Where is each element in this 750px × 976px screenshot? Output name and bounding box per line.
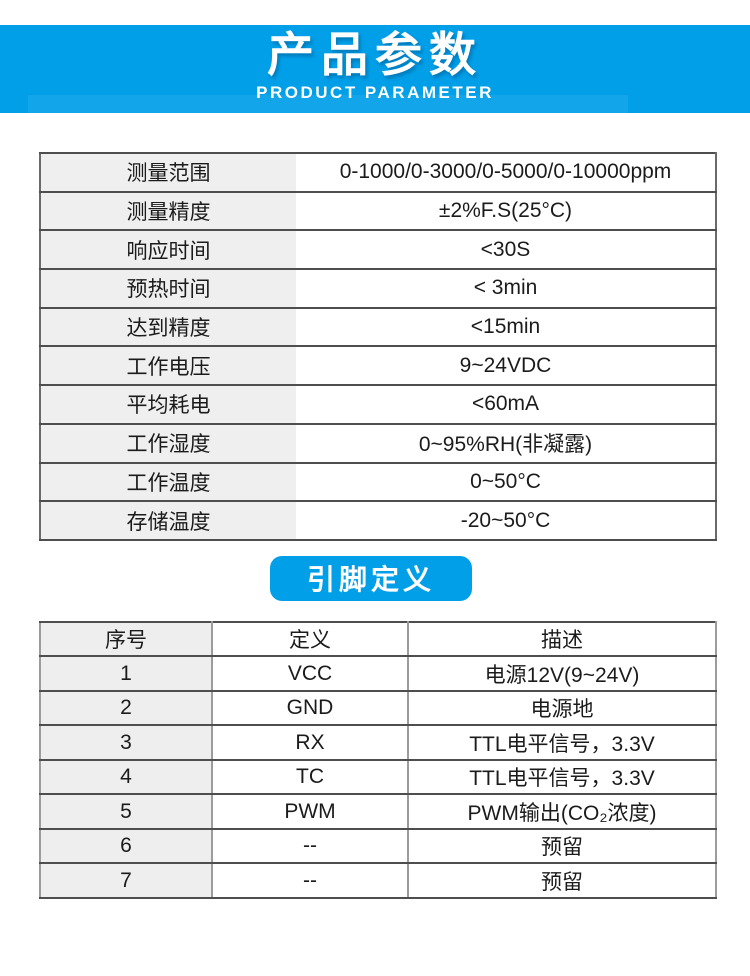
table-row: 平均耗电 <60mA [39,384,717,425]
table-row: 达到精度 <15min [39,306,717,348]
spec-label: 测量精度 [39,190,296,232]
spec-label: 预热时间 [39,268,296,309]
spec-value: 0~95%RH(非凝露) [296,422,717,464]
table-row: 工作电压 9~24VDC [39,345,717,387]
pin-description: PWM输出(CO₂浓度) [407,793,717,830]
table-row: 5 PWM PWM输出(CO₂浓度) [39,793,717,830]
pin-definition: -- [211,827,409,865]
pin-no: 1 [39,655,213,692]
table-row: 工作温度 0~50°C [39,461,717,503]
table-row: 1 VCC 电源12V(9~24V) [39,655,717,692]
spec-value: 0~50°C [296,461,717,503]
product-parameter-banner: 产品参数 PRODUCT PARAMETER [0,25,750,113]
pin-definition: TC [211,758,409,796]
spec-label: 达到精度 [39,306,296,348]
pin-table: 序号 定义 描述 1 VCC 电源12V(9~24V) 2 GND 电源地 3 … [39,620,717,899]
spec-value: <15min [296,306,717,348]
page-title: 产品参数 [267,28,483,81]
table-row: 工作湿度 0~95%RH(非凝露) [39,422,717,464]
table-row: 2 GND 电源地 [39,689,717,727]
pin-no: 4 [39,758,213,796]
spec-table: 测量范围 0-1000/0-3000/0-5000/0-10000ppm 测量精… [39,152,717,541]
pin-definition: VCC [211,655,409,692]
spec-label: 测量范围 [39,152,296,193]
spec-value: 9~24VDC [296,345,717,387]
pin-description: TTL电平信号，3.3V [407,724,717,761]
pin-header-definition: 定义 [211,620,409,658]
pin-description: 预留 [407,862,717,899]
page-subtitle: PRODUCT PARAMETER [256,83,494,102]
spec-value: < 3min [296,268,717,309]
pin-header-no: 序号 [39,620,213,658]
pin-no: 6 [39,827,213,865]
table-row: 6 -- 预留 [39,827,717,865]
pin-description: 电源地 [407,689,717,727]
pin-definition: GND [211,689,409,727]
spec-label: 平均耗电 [39,384,296,425]
table-row: 存储温度 -20~50°C [39,500,717,541]
banner-decorative-band [28,95,628,113]
pin-no: 2 [39,689,213,727]
pin-header-description: 描述 [407,620,717,658]
table-header-row: 序号 定义 描述 [39,620,717,658]
spec-label: 响应时间 [39,229,296,271]
pin-description: 预留 [407,827,717,865]
spec-value: <30S [296,229,717,271]
pin-description: 电源12V(9~24V) [407,655,717,692]
spec-value: 0-1000/0-3000/0-5000/0-10000ppm [296,152,717,193]
pin-definition-badge: 引脚定义 [270,555,472,601]
pin-definition: -- [211,862,409,899]
table-row: 7 -- 预留 [39,862,717,899]
spec-label: 工作电压 [39,345,296,387]
spec-label: 工作温度 [39,461,296,503]
spec-value: <60mA [296,384,717,425]
pin-definition: RX [211,724,409,761]
spec-label: 工作湿度 [39,422,296,464]
pin-no: 3 [39,724,213,761]
table-row: 测量范围 0-1000/0-3000/0-5000/0-10000ppm [39,152,717,193]
table-row: 预热时间 < 3min [39,268,717,309]
pin-no: 7 [39,862,213,899]
spec-value: -20~50°C [296,500,717,541]
table-row: 4 TC TTL电平信号，3.3V [39,758,717,796]
pin-description: TTL电平信号，3.3V [407,758,717,796]
pin-definition: PWM [211,793,409,830]
table-row: 3 RX TTL电平信号，3.3V [39,724,717,761]
table-row: 测量精度 ±2%F.S(25°C) [39,190,717,232]
table-row: 响应时间 <30S [39,229,717,271]
spec-value: ±2%F.S(25°C) [296,190,717,232]
pin-no: 5 [39,793,213,830]
spec-label: 存储温度 [39,500,296,541]
